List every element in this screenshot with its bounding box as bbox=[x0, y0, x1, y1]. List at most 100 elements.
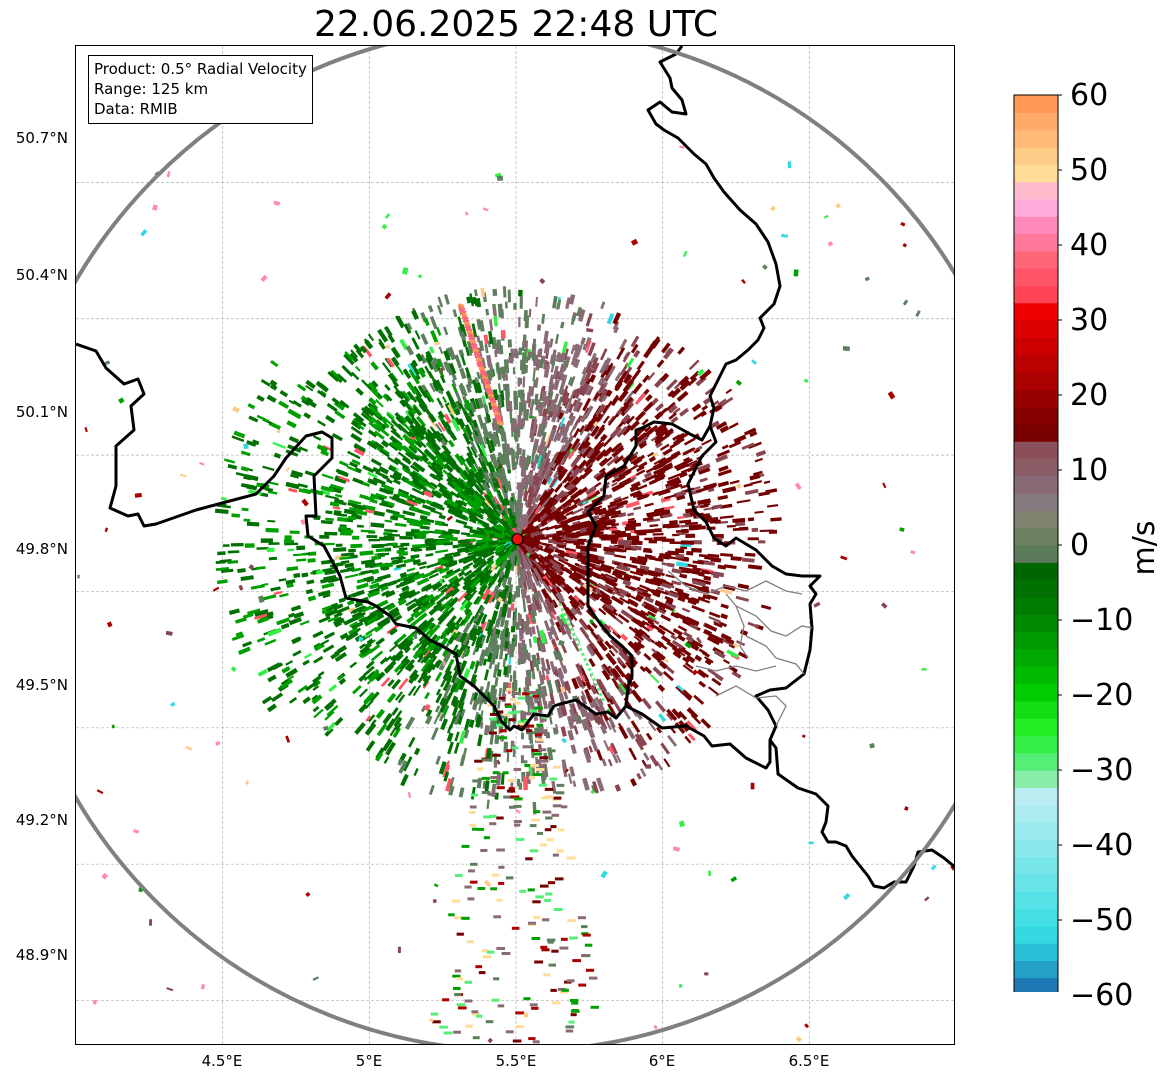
velocity-bin bbox=[670, 611, 680, 619]
velocity-bin bbox=[451, 373, 458, 381]
velocity-bin bbox=[691, 547, 702, 553]
velocity-bin bbox=[930, 864, 937, 871]
velocity-bin bbox=[429, 543, 436, 548]
velocity-bin bbox=[507, 640, 511, 655]
velocity-bin bbox=[468, 869, 475, 873]
velocity-bin bbox=[258, 595, 265, 604]
velocity-bin bbox=[549, 777, 558, 781]
velocity-bin bbox=[560, 321, 565, 329]
velocity-bin bbox=[77, 574, 80, 579]
velocity-bin bbox=[390, 555, 404, 561]
data-source-line: Data: RMIB bbox=[94, 100, 178, 118]
velocity-bin bbox=[533, 810, 541, 814]
velocity-bin bbox=[413, 768, 419, 777]
velocity-bin bbox=[691, 605, 706, 613]
velocity-bin bbox=[808, 841, 814, 845]
velocity-bin bbox=[332, 506, 341, 510]
velocity-bin bbox=[371, 568, 380, 575]
velocity-bin bbox=[402, 510, 416, 517]
velocity-bin bbox=[296, 383, 307, 392]
velocity-bin bbox=[311, 694, 319, 702]
velocity-bin bbox=[657, 586, 665, 591]
velocity-bin bbox=[260, 378, 271, 387]
velocity-bin bbox=[402, 368, 412, 380]
velocity-bin bbox=[543, 973, 551, 977]
velocity-bin bbox=[514, 608, 518, 621]
velocity-bin bbox=[660, 742, 671, 755]
velocity-bin bbox=[630, 335, 640, 348]
velocity-bin bbox=[618, 539, 632, 545]
velocity-bin bbox=[550, 825, 557, 829]
velocity-bin bbox=[363, 405, 376, 417]
velocity-bin bbox=[325, 510, 333, 515]
velocity-bin bbox=[453, 742, 460, 754]
colorbar-tick-label: −50 bbox=[1070, 903, 1134, 938]
velocity-bin bbox=[518, 487, 523, 499]
velocity-bin bbox=[503, 666, 508, 676]
velocity-bin bbox=[677, 515, 686, 520]
velocity-bin bbox=[495, 588, 501, 601]
velocity-bin bbox=[532, 694, 540, 698]
colorbar-unit-label: m/s bbox=[1126, 520, 1162, 576]
colorbar-cell bbox=[1014, 579, 1058, 598]
velocity-bin bbox=[470, 786, 476, 800]
velocity-bin bbox=[566, 979, 575, 983]
velocity-bin bbox=[368, 538, 380, 542]
velocity-bin bbox=[571, 677, 580, 690]
velocity-bin bbox=[737, 583, 750, 590]
velocity-bin bbox=[528, 732, 534, 744]
velocity-bin bbox=[470, 585, 478, 593]
velocity-bin bbox=[567, 729, 575, 741]
colorbar-cell bbox=[1014, 631, 1058, 650]
velocity-bin bbox=[471, 1010, 479, 1014]
velocity-bin bbox=[570, 1009, 580, 1013]
velocity-bin bbox=[463, 577, 473, 587]
velocity-bin bbox=[760, 604, 772, 610]
velocity-bin bbox=[523, 997, 531, 1001]
velocity-bin bbox=[440, 534, 454, 539]
velocity-bin bbox=[543, 330, 549, 345]
velocity-bin bbox=[522, 598, 527, 613]
product-line: Product: 0.5° Radial Velocity bbox=[94, 60, 307, 78]
velocity-bin bbox=[685, 533, 696, 538]
velocity-bin bbox=[529, 1003, 538, 1007]
velocity-bin bbox=[582, 933, 591, 937]
velocity-bin bbox=[497, 573, 505, 588]
velocity-bin bbox=[596, 749, 604, 761]
colorbar-cell bbox=[1014, 770, 1058, 788]
velocity-bin bbox=[500, 329, 506, 339]
velocity-bin bbox=[530, 452, 536, 465]
velocity-bin bbox=[553, 796, 562, 800]
velocity-bin bbox=[380, 439, 390, 448]
range-line: Range: 125 km bbox=[94, 80, 209, 98]
velocity-bin bbox=[601, 758, 607, 767]
velocity-bin bbox=[515, 1025, 525, 1029]
velocity-bin bbox=[290, 605, 302, 612]
velocity-bin bbox=[179, 473, 187, 478]
velocity-bin bbox=[505, 373, 509, 381]
velocity-bin bbox=[502, 286, 507, 298]
velocity-bin bbox=[552, 378, 560, 391]
velocity-bin bbox=[899, 527, 905, 532]
velocity-bin bbox=[528, 638, 532, 648]
velocity-bin bbox=[410, 464, 420, 473]
velocity-bin bbox=[398, 677, 409, 691]
velocity-bin bbox=[532, 900, 541, 904]
velocity-bin bbox=[523, 310, 528, 322]
velocity-bin bbox=[260, 274, 268, 283]
velocity-bin bbox=[490, 779, 498, 783]
velocity-bin bbox=[649, 524, 659, 528]
velocity-bin bbox=[492, 771, 500, 775]
velocity-bin bbox=[730, 876, 738, 883]
velocity-bin bbox=[698, 648, 708, 656]
velocity-bin bbox=[719, 515, 734, 520]
velocity-bin bbox=[370, 458, 382, 467]
velocity-bin bbox=[303, 412, 312, 419]
velocity-bin bbox=[441, 396, 448, 404]
velocity-bin bbox=[312, 675, 322, 684]
velocity-bin bbox=[677, 532, 686, 536]
velocity-bin bbox=[636, 360, 645, 371]
velocity-bin bbox=[430, 509, 443, 516]
velocity-bin bbox=[688, 359, 700, 371]
velocity-bin bbox=[425, 553, 434, 557]
